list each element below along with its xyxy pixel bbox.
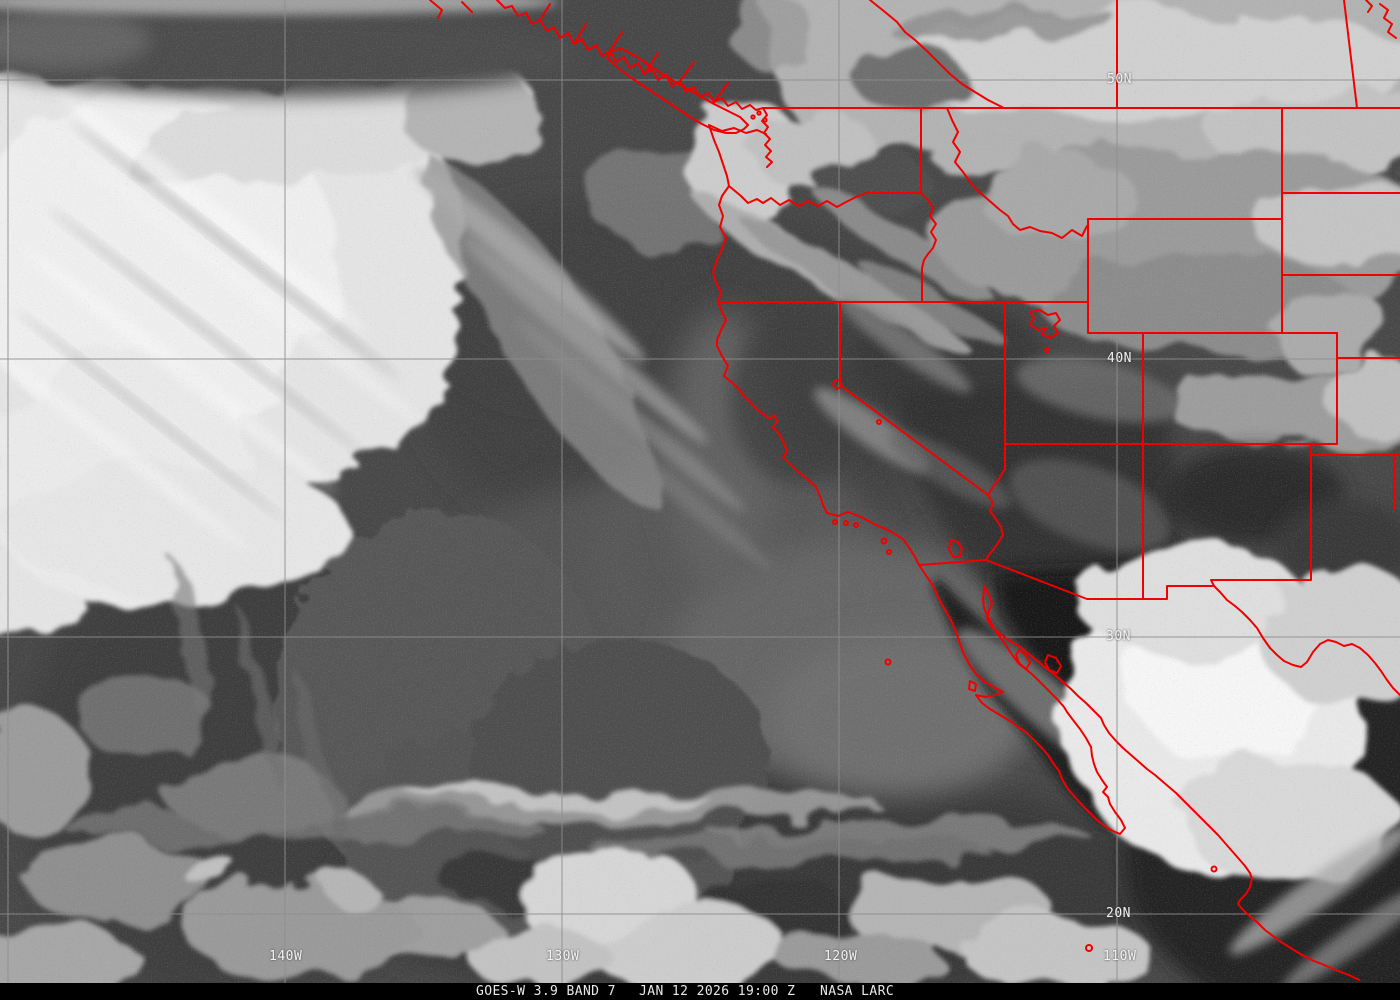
isla-tiburon: [1044, 654, 1062, 674]
lat-label-50n: 50N: [1107, 72, 1132, 87]
nevada-arizona-border: [987, 443, 1006, 496]
san-juan-island: [750, 114, 756, 120]
texas-oklahoma-border: [1310, 454, 1400, 510]
footer-datetime-label: JAN 12 2026 19:00 Z: [639, 984, 796, 999]
isla-cedros: [968, 680, 977, 692]
mono-lake: [876, 419, 882, 425]
california-arizona-border: [985, 494, 1004, 561]
footer-product-label: GOES-W 3.9 BAND 7: [476, 984, 616, 999]
washington-oregon-border: [728, 185, 922, 208]
lon-label-140w: 140W: [269, 949, 303, 964]
isla-angel-de-la-guarda: [1015, 649, 1031, 670]
islas-marias: [1210, 865, 1218, 873]
us-mexico-border: [918, 559, 1215, 600]
vancouver-island-coastline: [606, 48, 749, 134]
channel-island: [886, 549, 892, 555]
baja-california-coastline: [918, 564, 1126, 835]
lon-label-120w: 120W: [824, 949, 858, 964]
channel-island: [880, 537, 888, 545]
utah-lake: [1044, 347, 1050, 353]
san-juan-island: [762, 117, 768, 123]
oregon-coastline: [712, 185, 730, 303]
bc-alberta-border: [869, 0, 1005, 109]
california-coastline: [716, 301, 920, 566]
isla-socorro: [1085, 944, 1093, 952]
oregon-idaho-border: [920, 192, 937, 303]
channel-island: [853, 522, 859, 528]
idaho-montana-border: [946, 107, 1088, 239]
bc-coastline: [496, 0, 764, 111]
washington-coastline: [708, 124, 730, 187]
rio-grande-border: [1213, 585, 1400, 696]
footer-credit-label: NASA LARC: [820, 984, 895, 999]
isla-guadalupe: [884, 658, 892, 666]
california-nevada-border: [839, 301, 989, 496]
footer-bar: GOES-W 3.9 BAND 7 JAN 12 2026 19:00 Z NA…: [0, 983, 1400, 1000]
lat-label-20n: 20N: [1106, 906, 1131, 921]
manitoba-lakes: [1365, 0, 1397, 39]
san-juan-island: [756, 110, 762, 116]
great-salt-lake: [1029, 309, 1061, 339]
saskatchewan-manitoba-border: [1343, 0, 1358, 109]
lon-label-130w: 130W: [546, 949, 580, 964]
bc-fjords: [429, 0, 729, 103]
lat-label-30n: 30N: [1106, 629, 1131, 644]
lon-label-110w: 110W: [1103, 949, 1137, 964]
channel-island: [843, 520, 849, 526]
new-mexico-texas-border: [1210, 443, 1312, 587]
mexico-mainland-coastline: [983, 585, 1360, 981]
salton-sea: [948, 539, 963, 558]
map-borders: [429, 0, 1400, 981]
lat-label-40n: 40N: [1107, 351, 1132, 366]
channel-island: [832, 519, 838, 525]
juan-de-fuca-shoreline: [708, 124, 767, 135]
lake-tahoe: [832, 379, 843, 390]
